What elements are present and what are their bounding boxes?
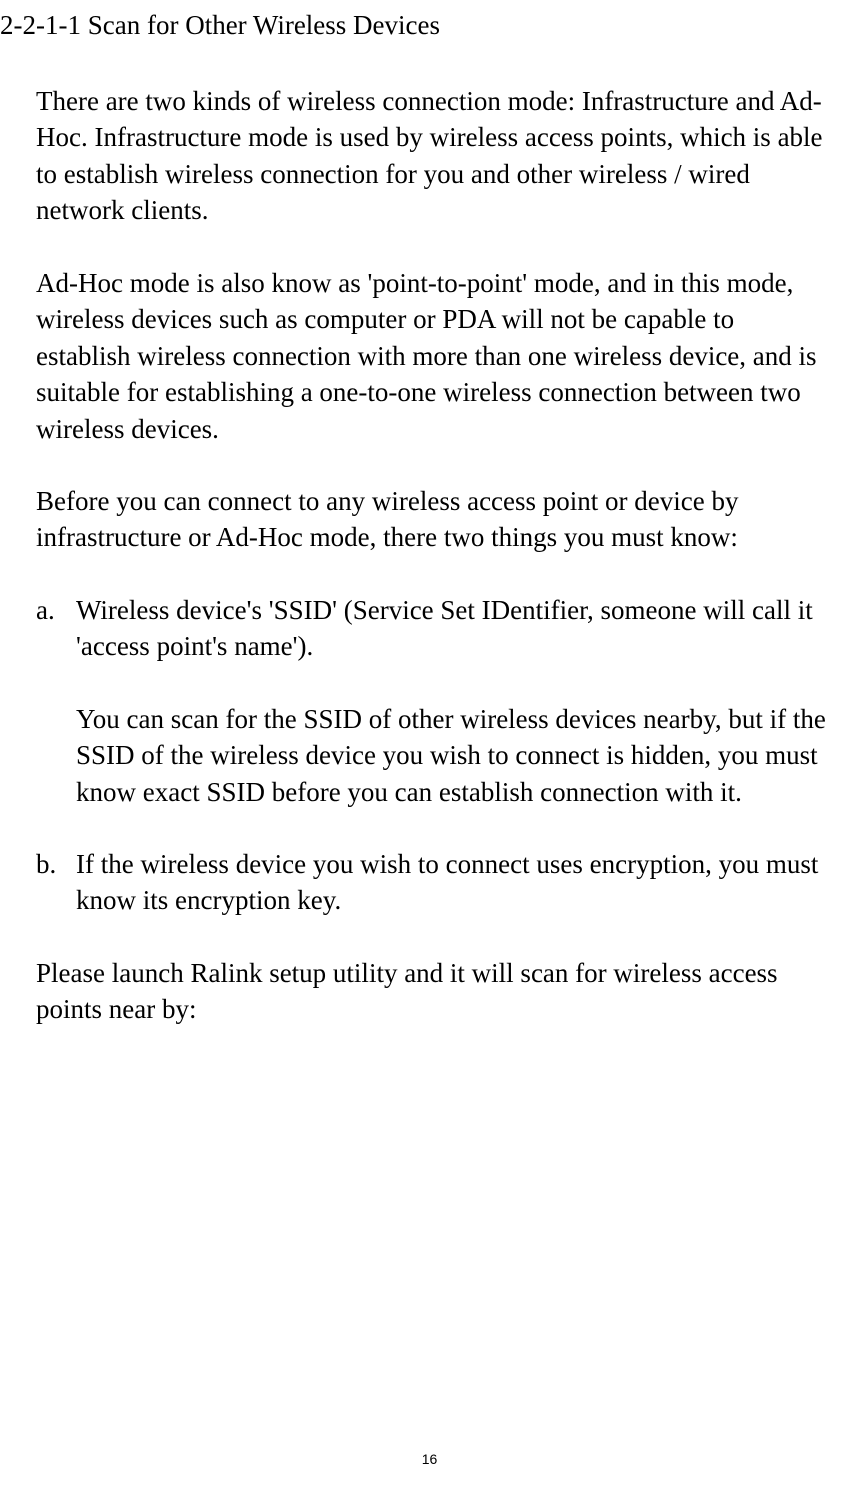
paragraph-adhoc: Ad-Hoc mode is also know as 'point-to-po…	[0, 265, 829, 447]
list-content-b: If the wireless device you wish to conne…	[76, 846, 829, 919]
list-item-b: b. If the wireless device you wish to co…	[0, 846, 829, 919]
spacer	[0, 556, 829, 592]
paragraph-launch: Please launch Ralink setup utility and i…	[0, 955, 829, 1028]
spacer	[0, 229, 829, 265]
paragraph-prerequisites: Before you can connect to any wireless a…	[0, 483, 829, 556]
list-b-text: If the wireless device you wish to conne…	[76, 846, 829, 919]
list-content-a: Wireless device's 'SSID' (Service Set ID…	[76, 592, 829, 810]
list-a-text-2: You can scan for the SSID of other wirel…	[76, 701, 829, 810]
spacer	[0, 810, 829, 846]
section-heading: 2-2-1-1 Scan for Other Wireless Devices	[0, 10, 829, 41]
list-marker-a: a.	[36, 592, 76, 810]
document-page: 2-2-1-1 Scan for Other Wireless Devices …	[0, 10, 859, 1028]
spacer	[0, 447, 829, 483]
spacer	[0, 919, 829, 955]
list-a-text-1: Wireless device's 'SSID' (Service Set ID…	[76, 592, 829, 665]
page-number: 16	[422, 1451, 438, 1467]
spacer	[76, 665, 829, 701]
list-item-a: a. Wireless device's 'SSID' (Service Set…	[0, 592, 829, 810]
list-marker-b: b.	[36, 846, 76, 919]
paragraph-intro: There are two kinds of wireless connecti…	[0, 83, 829, 229]
